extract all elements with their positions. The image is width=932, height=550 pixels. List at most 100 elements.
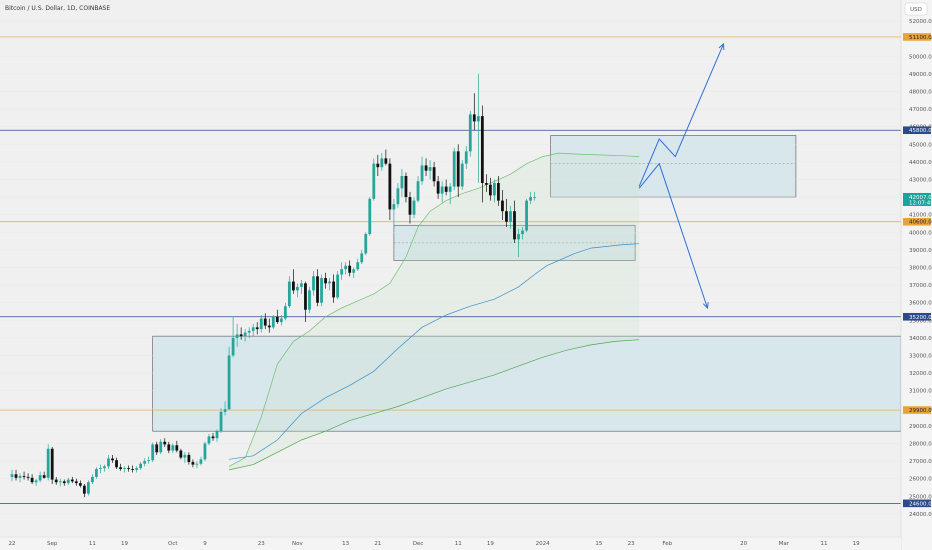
candle[interactable] bbox=[388, 158, 392, 220]
price-axis[interactable]: 24000.00 25000.00 26000.00 27000.00 28000.00… bbox=[909, 19, 932, 518]
candle[interactable] bbox=[344, 262, 348, 275]
candle[interactable] bbox=[203, 441, 207, 462]
candle[interactable] bbox=[484, 174, 488, 192]
candle[interactable] bbox=[78, 480, 82, 488]
candle[interactable] bbox=[529, 191, 532, 205]
candle[interactable] bbox=[497, 175, 500, 206]
candle[interactable] bbox=[167, 441, 171, 454]
candle[interactable] bbox=[187, 452, 191, 465]
candle[interactable] bbox=[412, 197, 416, 219]
candle[interactable] bbox=[38, 471, 42, 483]
candle[interactable] bbox=[472, 93, 476, 131]
candle[interactable] bbox=[452, 147, 456, 191]
candle[interactable] bbox=[171, 443, 175, 454]
candle[interactable] bbox=[159, 439, 163, 455]
candle[interactable] bbox=[408, 191, 412, 224]
candle[interactable] bbox=[460, 160, 464, 191]
candle[interactable] bbox=[324, 272, 327, 289]
candle[interactable] bbox=[259, 315, 263, 333]
candle[interactable] bbox=[364, 232, 368, 256]
candle[interactable] bbox=[62, 479, 66, 486]
candle[interactable] bbox=[509, 205, 512, 229]
candle[interactable] bbox=[211, 432, 215, 441]
candle[interactable] bbox=[34, 478, 38, 486]
candle[interactable] bbox=[384, 149, 388, 166]
candle[interactable] bbox=[10, 469, 14, 482]
zone-box[interactable] bbox=[152, 335, 902, 432]
candle[interactable] bbox=[82, 483, 86, 498]
candle[interactable] bbox=[95, 467, 98, 479]
candle[interactable] bbox=[42, 471, 46, 479]
candle[interactable] bbox=[392, 198, 396, 229]
candle[interactable] bbox=[135, 466, 139, 473]
candle[interactable] bbox=[428, 160, 432, 180]
candle[interactable] bbox=[396, 183, 400, 208]
candle[interactable] bbox=[368, 197, 372, 236]
candle[interactable] bbox=[279, 315, 283, 326]
candle[interactable] bbox=[296, 283, 299, 298]
candle[interactable] bbox=[219, 408, 223, 433]
candle[interactable] bbox=[352, 267, 356, 279]
candle[interactable] bbox=[448, 183, 452, 205]
candle[interactable] bbox=[91, 474, 94, 484]
candle[interactable] bbox=[400, 168, 404, 198]
candle[interactable] bbox=[231, 316, 235, 358]
candle[interactable] bbox=[436, 175, 440, 199]
candle[interactable] bbox=[18, 473, 22, 483]
projection-path[interactable] bbox=[638, 43, 724, 187]
candle[interactable] bbox=[420, 156, 424, 185]
candle[interactable] bbox=[312, 271, 315, 296]
candle[interactable] bbox=[380, 153, 384, 171]
candle[interactable] bbox=[243, 329, 247, 342]
candle[interactable] bbox=[123, 466, 126, 473]
candle[interactable] bbox=[155, 441, 159, 455]
candle[interactable] bbox=[513, 200, 516, 243]
candle[interactable] bbox=[139, 461, 143, 470]
candle[interactable] bbox=[247, 327, 251, 338]
candle[interactable] bbox=[267, 318, 271, 333]
candle[interactable] bbox=[440, 181, 444, 203]
candle[interactable] bbox=[14, 469, 18, 481]
candle[interactable] bbox=[255, 322, 259, 335]
candle[interactable] bbox=[287, 276, 291, 308]
candle[interactable] bbox=[468, 110, 472, 157]
candle[interactable] bbox=[372, 158, 376, 201]
candle[interactable] bbox=[300, 279, 303, 294]
candle[interactable] bbox=[304, 281, 307, 323]
candle[interactable] bbox=[432, 161, 436, 187]
candle[interactable] bbox=[521, 227, 524, 240]
candle[interactable] bbox=[444, 179, 448, 196]
candle[interactable] bbox=[163, 438, 167, 448]
candle[interactable] bbox=[191, 459, 195, 468]
candle[interactable] bbox=[416, 175, 420, 203]
candle[interactable] bbox=[70, 476, 74, 484]
candle[interactable] bbox=[376, 154, 380, 176]
candle[interactable] bbox=[99, 464, 102, 474]
candle[interactable] bbox=[488, 177, 492, 201]
candle[interactable] bbox=[30, 474, 34, 484]
candle[interactable] bbox=[235, 323, 239, 347]
candle[interactable] bbox=[179, 448, 183, 460]
candle[interactable] bbox=[131, 465, 134, 473]
candle[interactable] bbox=[424, 158, 428, 176]
candle[interactable] bbox=[66, 477, 70, 485]
candle[interactable] bbox=[348, 260, 352, 277]
candle[interactable] bbox=[115, 457, 118, 470]
candle[interactable] bbox=[340, 262, 344, 280]
candle[interactable] bbox=[207, 433, 211, 446]
candle[interactable] bbox=[328, 278, 331, 291]
projection-path[interactable] bbox=[638, 162, 708, 309]
projections-layer[interactable] bbox=[638, 42, 725, 310]
candle[interactable] bbox=[127, 465, 130, 472]
candle[interactable] bbox=[223, 401, 227, 416]
candle[interactable] bbox=[316, 269, 319, 307]
candle[interactable] bbox=[54, 476, 58, 485]
time-axis[interactable]: 22 Sep 11 19 Oct 9 23 Nov 13 21 Dec 11 19 2024 15 23 Feb… bbox=[9, 541, 861, 547]
time-axis-background[interactable] bbox=[0, 537, 901, 550]
currency-badge[interactable] bbox=[904, 2, 928, 16]
candle[interactable] bbox=[505, 198, 508, 228]
candle[interactable] bbox=[111, 454, 114, 463]
candle[interactable] bbox=[195, 461, 199, 469]
candle[interactable] bbox=[517, 228, 520, 257]
